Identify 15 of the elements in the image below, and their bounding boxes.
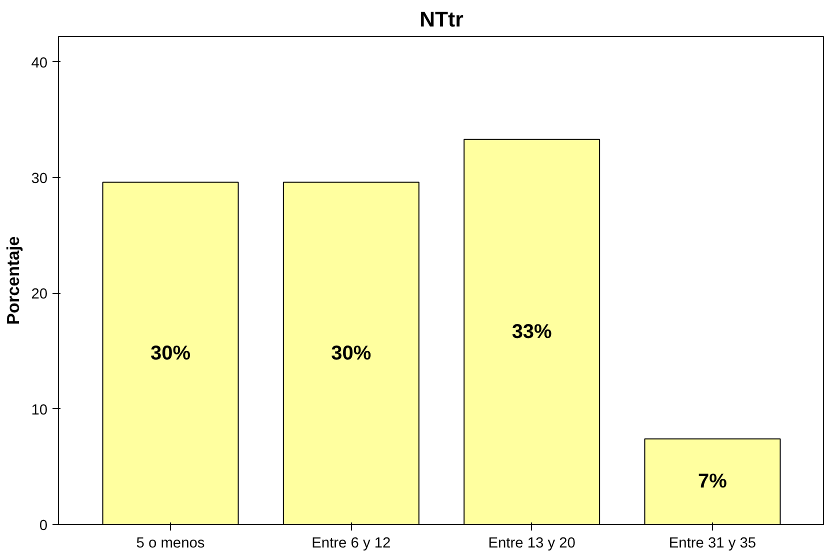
y-tick-label: 40 <box>31 55 48 72</box>
y-tick-label: 10 <box>31 402 48 418</box>
data-label: 30% <box>150 342 191 364</box>
data-label: 7% <box>698 470 728 493</box>
y-tick-label: 0 <box>39 518 48 534</box>
x-tick-label: Entre 6 y 12 <box>312 536 391 552</box>
x-tick-label: Entre 13 y 20 <box>488 536 576 552</box>
y-tick-label: 20 <box>31 286 48 303</box>
x-tick-label: Entre 31 y 35 <box>668 536 756 552</box>
data-label: 30% <box>331 342 372 364</box>
data-label: 33% <box>512 320 552 343</box>
x-tick-label: 5 o menos <box>136 536 205 552</box>
y-tick-label: 30 <box>31 171 48 188</box>
chart-title: NTtr <box>420 8 464 32</box>
y-axis-title: Porcentaje <box>3 236 24 325</box>
